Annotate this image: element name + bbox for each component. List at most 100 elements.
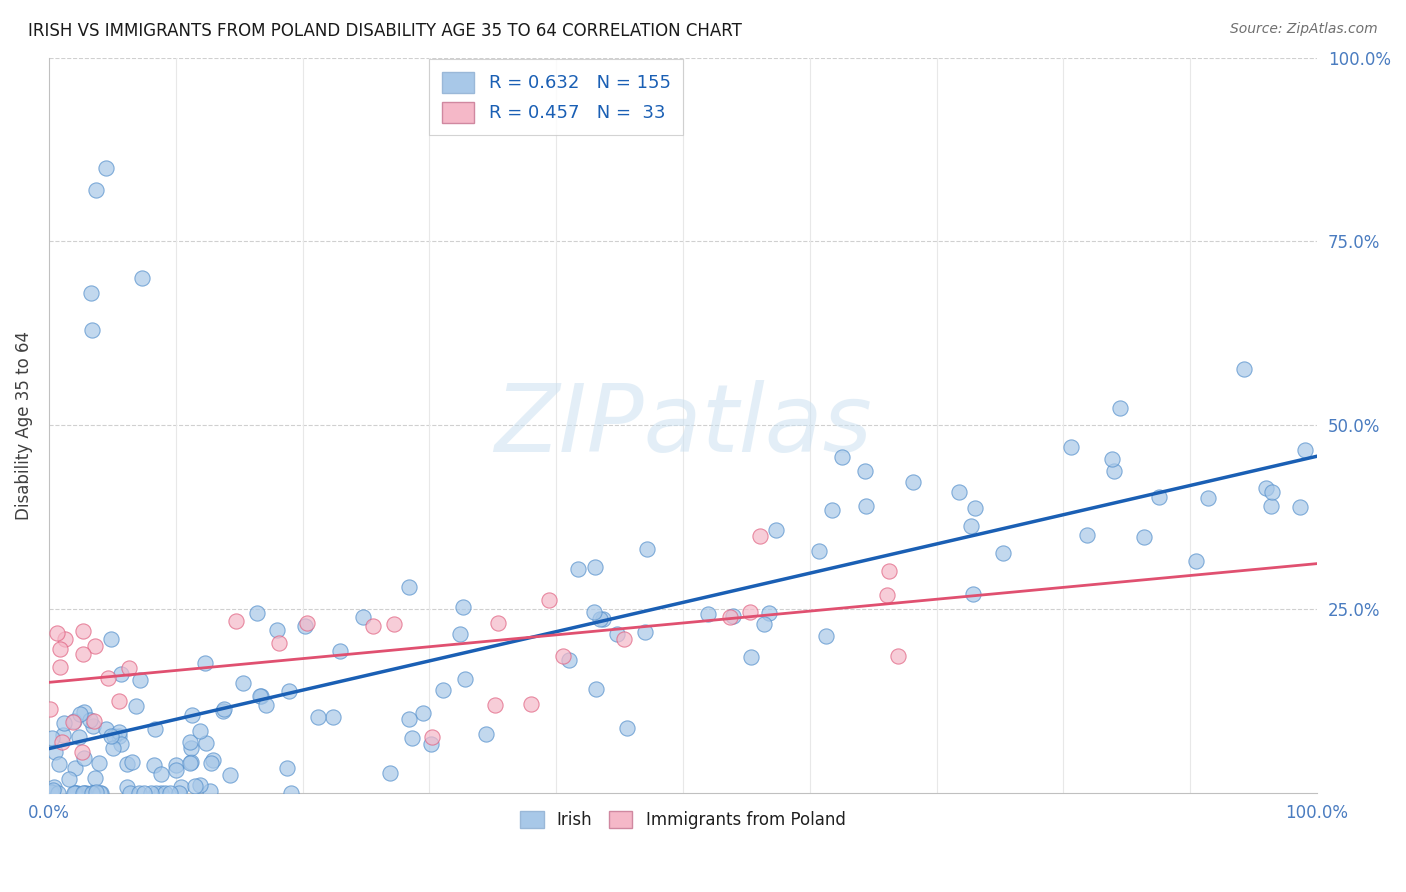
Point <box>901 475 924 489</box>
Point <box>52 728 75 742</box>
Point <box>41 785 63 799</box>
Point <box>269 636 291 650</box>
Point <box>948 485 970 500</box>
Point <box>749 528 772 542</box>
Point <box>143 758 166 772</box>
Point <box>382 616 405 631</box>
Point <box>589 611 612 625</box>
Point <box>225 614 247 628</box>
Point <box>378 765 401 780</box>
Point <box>73 751 96 765</box>
Point <box>585 682 607 697</box>
Point <box>398 712 420 726</box>
Point <box>82 719 104 733</box>
Point <box>80 285 103 300</box>
Point <box>41 786 63 800</box>
Point <box>307 710 329 724</box>
Point <box>1261 485 1284 500</box>
Point <box>266 623 288 637</box>
Point <box>451 599 474 614</box>
Point <box>558 653 581 667</box>
Point <box>592 612 614 626</box>
Point <box>190 724 212 739</box>
Point <box>613 632 636 646</box>
Point <box>63 714 86 728</box>
Point <box>815 629 838 643</box>
Point <box>84 785 107 799</box>
Point <box>110 737 132 751</box>
Point <box>42 783 65 797</box>
Point <box>181 707 204 722</box>
Point <box>887 649 910 664</box>
Point <box>180 741 202 756</box>
Point <box>89 756 111 770</box>
Legend: Irish, Immigrants from Poland: Irish, Immigrants from Poland <box>513 805 852 836</box>
Point <box>567 562 589 576</box>
Point <box>401 731 423 746</box>
Point <box>294 619 316 633</box>
Point <box>718 610 741 624</box>
Point <box>165 758 187 772</box>
Point <box>72 647 94 661</box>
Point <box>1197 491 1219 506</box>
Point <box>363 619 385 633</box>
Point <box>250 689 273 703</box>
Point <box>1149 490 1171 504</box>
Point <box>180 756 202 770</box>
Point <box>107 730 129 744</box>
Point <box>125 698 148 713</box>
Point <box>831 450 853 464</box>
Point <box>44 745 66 759</box>
Point <box>39 702 62 716</box>
Point <box>110 666 132 681</box>
Point <box>46 625 69 640</box>
Point <box>101 741 124 756</box>
Point <box>143 722 166 736</box>
Point <box>129 673 152 688</box>
Point <box>150 786 173 800</box>
Point <box>583 605 606 619</box>
Point <box>1233 362 1256 376</box>
Text: Source: ZipAtlas.com: Source: ZipAtlas.com <box>1230 22 1378 37</box>
Point <box>103 729 125 743</box>
Point <box>254 698 277 712</box>
Point <box>246 606 269 620</box>
Point <box>118 786 141 800</box>
Point <box>100 729 122 743</box>
Point <box>97 671 120 685</box>
Point <box>280 786 302 800</box>
Point <box>634 624 657 639</box>
Point <box>90 786 112 800</box>
Point <box>1060 440 1083 454</box>
Point <box>484 698 506 713</box>
Point <box>1101 452 1123 467</box>
Point <box>149 766 172 780</box>
Point <box>752 617 775 632</box>
Point <box>89 786 111 800</box>
Point <box>118 660 141 674</box>
Point <box>1185 554 1208 568</box>
Point <box>449 627 471 641</box>
Point <box>198 783 221 797</box>
Point <box>200 756 222 771</box>
Point <box>117 780 139 795</box>
Point <box>758 606 780 620</box>
Point <box>1133 530 1156 544</box>
Point <box>69 706 91 721</box>
Point <box>62 786 84 800</box>
Point <box>83 714 105 729</box>
Point <box>82 786 104 800</box>
Text: IRISH VS IMMIGRANTS FROM POLAND DISABILITY AGE 35 TO 64 CORRELATION CHART: IRISH VS IMMIGRANTS FROM POLAND DISABILI… <box>28 22 742 40</box>
Point <box>153 786 176 800</box>
Point <box>740 605 762 619</box>
Point <box>232 676 254 690</box>
Point <box>94 722 117 736</box>
Point <box>190 778 212 792</box>
Point <box>42 780 65 795</box>
Point <box>1294 442 1316 457</box>
Point <box>58 772 80 786</box>
Point <box>108 724 131 739</box>
Point <box>79 713 101 727</box>
Point <box>1289 500 1312 514</box>
Point <box>352 610 374 624</box>
